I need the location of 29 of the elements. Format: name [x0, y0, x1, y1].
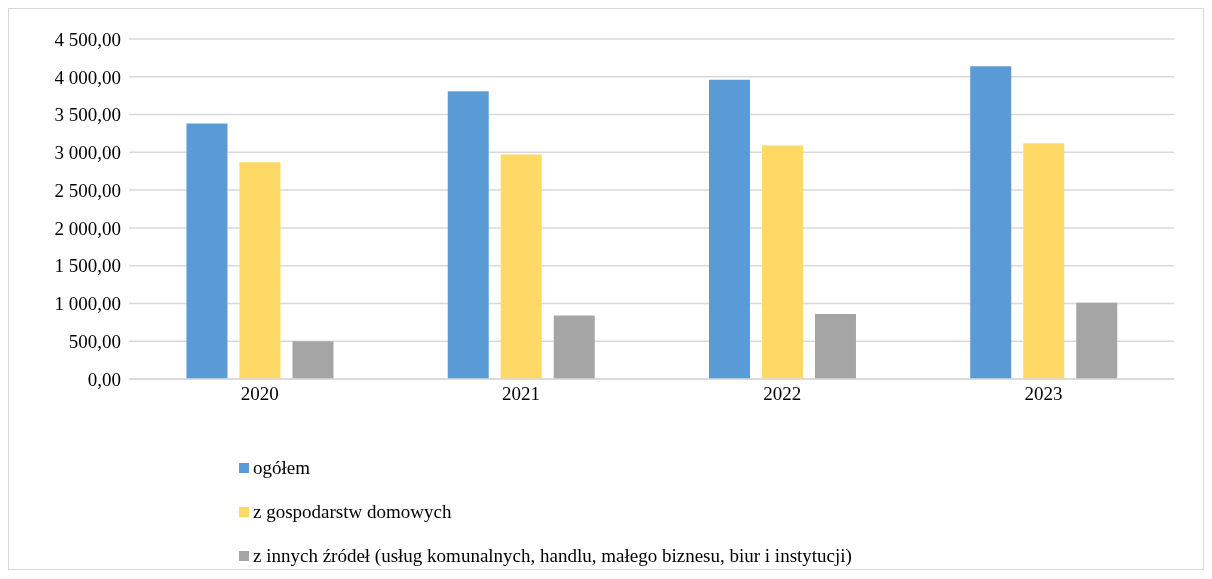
bar: [1076, 302, 1118, 379]
legend-label: z gospodarstw domowych: [253, 501, 452, 523]
bar: [761, 145, 803, 379]
y-tick-label: 500,00: [68, 330, 121, 352]
y-tick-label: 1 000,00: [54, 293, 121, 315]
x-tick-label: 2023: [1024, 383, 1063, 405]
y-tick-label: 0,00: [87, 368, 121, 390]
bar: [970, 66, 1012, 379]
y-tick-label: 4 500,00: [54, 28, 121, 50]
y-tick-label: 2 500,00: [54, 179, 121, 201]
bar: [1023, 143, 1065, 379]
bar: [814, 314, 856, 379]
bar: [186, 123, 228, 379]
legend-label: ogółem: [253, 457, 310, 479]
bar: [292, 341, 334, 379]
bar: [708, 79, 750, 379]
x-tick-label: 2022: [763, 383, 802, 405]
legend-label: z innych źródeł (usług komunalnych, handlu, małego biznesu, biur i instytucji): [253, 545, 852, 567]
y-tick-label: 1 500,00: [54, 255, 121, 277]
bar: [447, 91, 489, 379]
x-tick-label: 2020: [240, 383, 279, 405]
bar: [500, 154, 542, 379]
y-tick-label: 4 000,00: [54, 66, 121, 88]
x-tick-label: 2021: [501, 383, 540, 405]
bar: [239, 162, 281, 379]
y-tick-label: 3 000,00: [54, 142, 121, 164]
bar: [553, 315, 595, 379]
y-tick-label: 3 500,00: [54, 104, 121, 126]
y-tick-label: 2 000,00: [54, 217, 121, 239]
